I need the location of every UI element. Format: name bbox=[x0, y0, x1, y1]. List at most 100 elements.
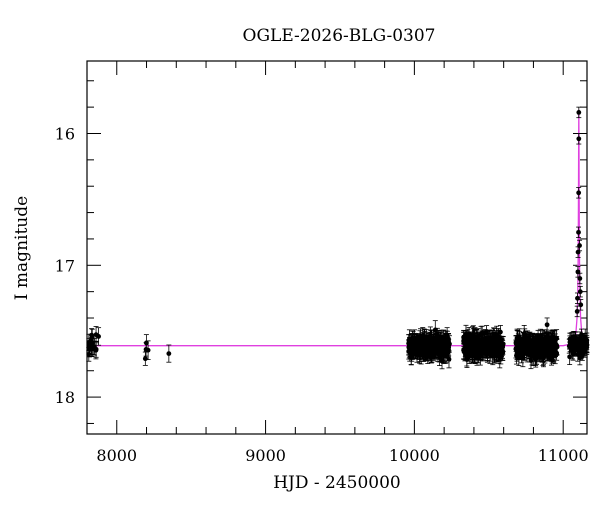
axis-ticks bbox=[86, 61, 587, 434]
point-marker bbox=[516, 347, 522, 353]
point-marker bbox=[416, 348, 422, 354]
data-points bbox=[86, 106, 590, 370]
data-point bbox=[406, 339, 412, 355]
data-point bbox=[535, 334, 541, 351]
data-point bbox=[579, 328, 585, 341]
point-marker bbox=[143, 347, 149, 352]
point-marker bbox=[488, 342, 493, 348]
point-marker bbox=[480, 351, 485, 356]
data-point bbox=[576, 133, 582, 145]
data-point bbox=[461, 329, 467, 345]
data-point bbox=[546, 342, 552, 358]
point-marker bbox=[500, 343, 506, 348]
data-point bbox=[420, 332, 426, 349]
point-marker bbox=[576, 136, 582, 142]
data-point bbox=[539, 339, 545, 353]
point-marker bbox=[524, 351, 530, 356]
y-tick-label: 17 bbox=[55, 256, 75, 275]
point-marker bbox=[570, 349, 575, 354]
data-point bbox=[166, 344, 172, 363]
data-point bbox=[491, 328, 497, 346]
x-tick-label: 11000 bbox=[538, 446, 589, 465]
point-marker bbox=[93, 332, 99, 338]
point-marker bbox=[417, 345, 422, 351]
data-point bbox=[576, 187, 582, 199]
data-point bbox=[408, 343, 414, 358]
data-point bbox=[574, 305, 580, 318]
data-point bbox=[516, 342, 522, 358]
point-marker bbox=[576, 229, 581, 235]
point-marker bbox=[441, 335, 446, 341]
point-marker bbox=[577, 348, 582, 353]
y-tick-label: 16 bbox=[55, 124, 75, 143]
data-point bbox=[416, 342, 422, 361]
point-marker bbox=[492, 346, 498, 352]
data-point bbox=[554, 338, 560, 356]
point-marker bbox=[437, 354, 442, 360]
point-marker bbox=[166, 351, 172, 357]
data-point bbox=[484, 325, 490, 341]
data-point bbox=[492, 341, 498, 357]
point-marker bbox=[539, 343, 545, 349]
x-tick-label: 9000 bbox=[245, 446, 286, 465]
x-tick-label: 8000 bbox=[96, 446, 137, 465]
point-marker bbox=[491, 334, 497, 340]
point-marker bbox=[446, 356, 452, 362]
point-marker bbox=[576, 110, 582, 115]
point-marker bbox=[533, 342, 539, 347]
data-point bbox=[465, 346, 471, 362]
point-marker bbox=[438, 342, 444, 348]
data-point bbox=[431, 338, 437, 356]
data-point bbox=[576, 226, 582, 239]
data-point bbox=[500, 336, 506, 355]
data-point bbox=[142, 351, 148, 366]
point-marker bbox=[473, 339, 479, 345]
model-line bbox=[87, 109, 588, 347]
point-marker bbox=[521, 331, 527, 337]
point-marker bbox=[484, 330, 489, 336]
data-point bbox=[487, 336, 493, 354]
data-point bbox=[481, 334, 487, 351]
point-marker bbox=[421, 338, 426, 343]
point-marker bbox=[467, 347, 473, 352]
point-marker bbox=[577, 276, 583, 281]
point-marker bbox=[576, 190, 582, 196]
chart-title: OGLE-2026-BLG-0307 bbox=[243, 26, 436, 46]
data-point bbox=[544, 317, 550, 332]
point-marker bbox=[86, 343, 92, 349]
point-marker bbox=[142, 356, 148, 362]
data-point bbox=[422, 342, 428, 361]
plot-frame bbox=[86, 60, 588, 435]
point-marker bbox=[546, 347, 552, 352]
data-point bbox=[438, 335, 444, 355]
point-marker bbox=[481, 340, 487, 345]
point-marker bbox=[443, 339, 449, 344]
data-point bbox=[443, 333, 449, 350]
point-marker bbox=[577, 243, 582, 248]
point-marker bbox=[554, 344, 560, 350]
data-point bbox=[576, 106, 582, 119]
data-point bbox=[578, 299, 584, 311]
point-marker bbox=[406, 344, 412, 350]
point-marker bbox=[545, 351, 551, 357]
point-marker bbox=[478, 342, 483, 348]
point-marker bbox=[89, 332, 95, 338]
data-point bbox=[143, 342, 149, 357]
data-point bbox=[416, 337, 422, 358]
y-tick-label: 18 bbox=[55, 388, 75, 407]
point-marker bbox=[575, 339, 581, 345]
data-point bbox=[477, 337, 483, 352]
point-marker bbox=[567, 354, 573, 360]
point-marker bbox=[426, 340, 432, 346]
data-point bbox=[467, 341, 473, 358]
data-point bbox=[411, 336, 417, 356]
data-point bbox=[574, 292, 580, 304]
point-marker bbox=[527, 339, 532, 345]
x-tick-label: 10000 bbox=[389, 446, 440, 465]
point-marker bbox=[411, 343, 417, 349]
point-marker bbox=[544, 322, 550, 328]
y-axis-label: I magnitude bbox=[12, 196, 32, 300]
data-point bbox=[473, 334, 479, 350]
point-marker bbox=[431, 344, 437, 350]
